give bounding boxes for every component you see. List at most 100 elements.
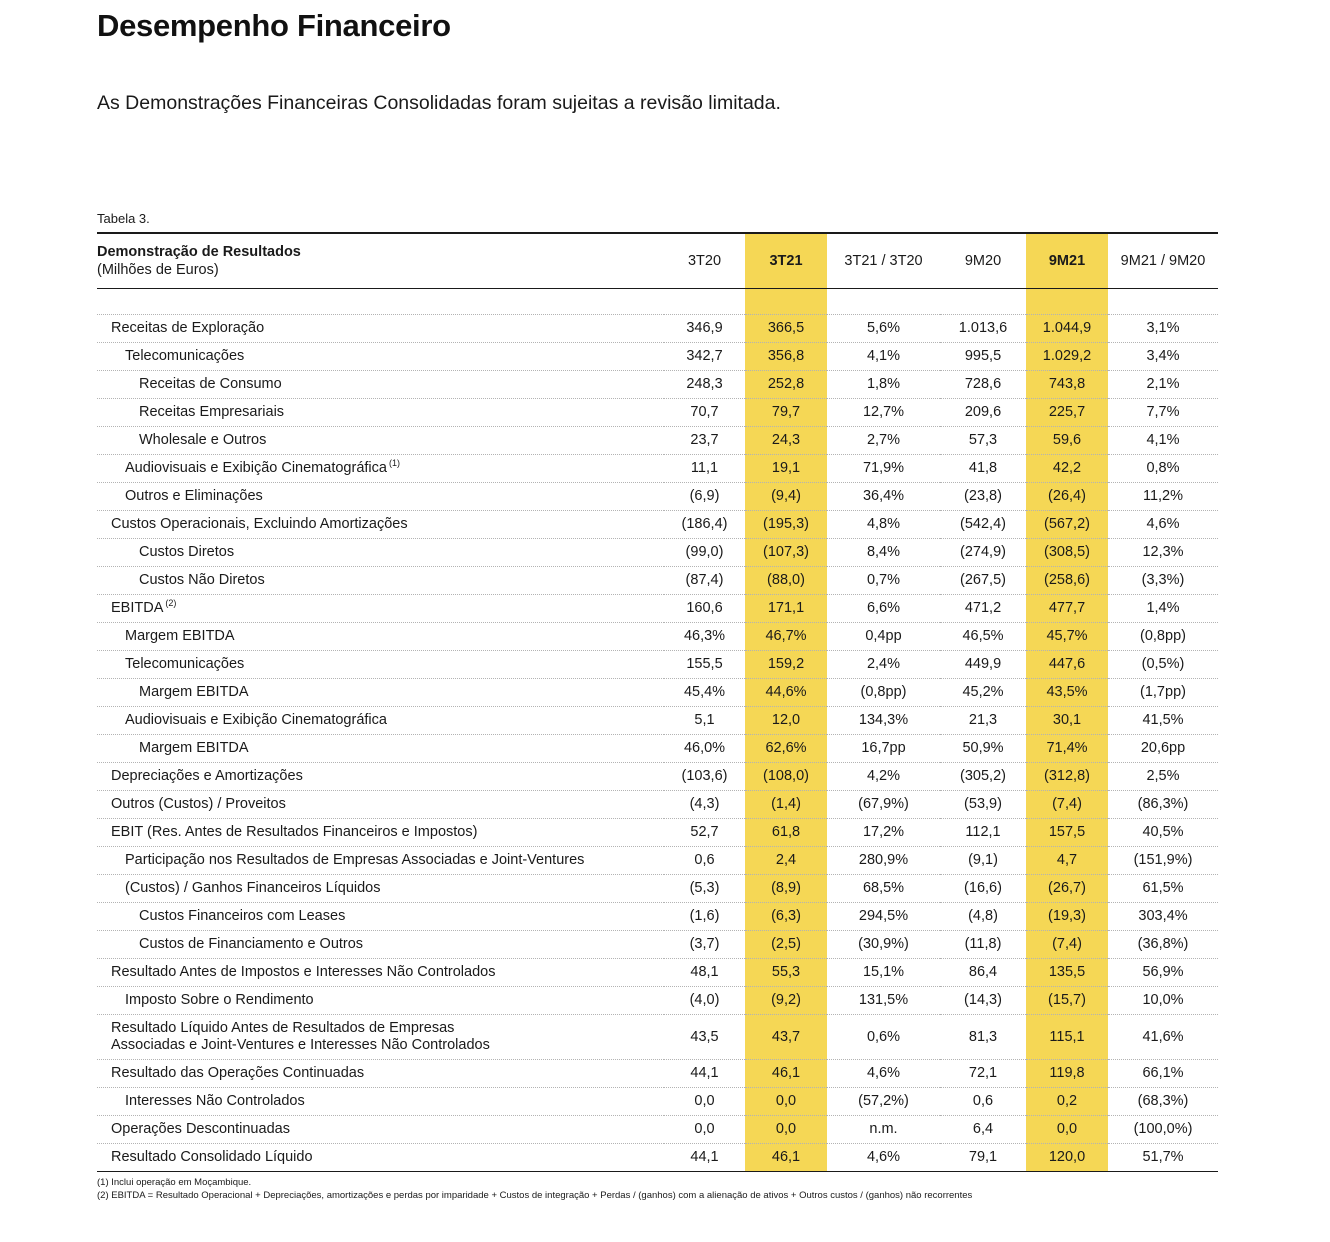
row-label: Margem EBITDA: [97, 734, 664, 763]
cell-value: 1,8%: [827, 370, 940, 399]
cell-value: 342,7: [664, 342, 745, 371]
cell-value: 6,4: [940, 1115, 1026, 1144]
cell-value: 294,5%: [827, 902, 940, 931]
cell-value: 0,7%: [827, 566, 940, 595]
row-label-text: Audiovisuais e Exibição Cinematográfica: [125, 712, 387, 728]
row-label-text: Custos Diretos: [139, 544, 235, 560]
cell-value: (0,5%): [1108, 650, 1218, 679]
cell-value: (9,2): [745, 986, 827, 1015]
cell-value: 120,0: [1026, 1143, 1108, 1172]
cell-value: (1,6): [664, 902, 745, 931]
cell-value: 8,4%: [827, 538, 940, 567]
row-label: Interesses Não Controlados: [97, 1087, 664, 1116]
cell-value: 0,0: [745, 1087, 827, 1116]
cell-value: 225,7: [1026, 398, 1108, 427]
row-label: Margem EBITDA: [97, 622, 664, 651]
row-label-text: Resultado das Operações Continuadas: [111, 1065, 365, 1081]
cell-value: 5,1: [664, 706, 745, 735]
cell-value: 4,6%: [1108, 510, 1218, 539]
cell-value: 0,6: [940, 1087, 1026, 1116]
row-label-text: Receitas Empresariais: [139, 404, 285, 420]
cell-value: 56,9%: [1108, 958, 1218, 987]
cell-value: (26,7): [1026, 874, 1108, 903]
cell-value: 59,6: [1026, 426, 1108, 455]
cell-value: 356,8: [745, 342, 827, 371]
cell-value: 1,4%: [1108, 594, 1218, 623]
cell-value: (103,6): [664, 762, 745, 791]
cell-value: 41,5%: [1108, 706, 1218, 735]
cell-value: 44,6%: [745, 678, 827, 707]
cell-value: 0,0: [745, 1115, 827, 1144]
cell-value: (88,0): [745, 566, 827, 595]
cell-value: (7,4): [1026, 790, 1108, 819]
cell-value: 15,1%: [827, 958, 940, 987]
cell-value: 248,3: [664, 370, 745, 399]
cell-value: 70,7: [664, 398, 745, 427]
cell-value: 159,2: [745, 650, 827, 679]
cell-value: 43,5%: [1026, 678, 1108, 707]
cell-value: 4,8%: [827, 510, 940, 539]
cell-value: 50,9%: [940, 734, 1026, 763]
col-header-3t21: 3T21: [745, 232, 827, 289]
cell-value: 46,3%: [664, 622, 745, 651]
row-label: Custos Operacionais, Excluindo Amortizaç…: [97, 510, 664, 539]
cell-value: 51,7%: [1108, 1143, 1218, 1172]
cell-value: 43,7: [745, 1014, 827, 1060]
cell-value: 61,8: [745, 818, 827, 847]
table-row: Receitas de Consumo 248,3 252,8 1,8% 728,6 74…: [97, 370, 1218, 399]
cell-value: 40,5%: [1108, 818, 1218, 847]
cell-value: (4,0): [664, 986, 745, 1015]
table-row: Imposto Sobre o Rendimento (4,0) (9,2) 131,…: [97, 986, 1218, 1015]
cell-value: (108,0): [745, 762, 827, 791]
table-row: Custos Financeiros com Leases (1,6) (6,3) 2…: [97, 902, 1218, 931]
table-row: Audiovisuais e Exibição Cinematográfica 5…: [97, 706, 1218, 735]
row-label-text: Outros (Custos) / Proveitos: [111, 796, 286, 812]
cell-value: 10,0%: [1108, 986, 1218, 1015]
footnote-2: (2) EBITDA = Resultado Operacional + Dep…: [97, 1190, 973, 1201]
table-row: Telecomunicações 155,5 159,2 2,4% 449,9 447,6…: [97, 650, 1218, 679]
table-row: Telecomunicações 342,7 356,8 4,1% 995,5 1.029…: [97, 342, 1218, 371]
cell-value: (3,7): [664, 930, 745, 959]
cell-value: (53,9): [940, 790, 1026, 819]
cell-value: 16,7pp: [827, 734, 940, 763]
row-label: Resultado das Operações Continuadas: [97, 1059, 664, 1088]
cell-value: (4,3): [664, 790, 745, 819]
cell-value: 2,4%: [827, 650, 940, 679]
cell-value: 81,3: [940, 1014, 1026, 1060]
cell-value: 19,1: [745, 454, 827, 483]
row-label: Telecomunicações: [97, 342, 664, 371]
table-row: EBITDA (2) 160,6 171,1 6,6% 471,2 477,7 1,4%: [97, 594, 1218, 623]
row-label-text: (Custos) / Ganhos Financeiros Líquidos: [125, 880, 381, 896]
cell-value: 48,1: [664, 958, 745, 987]
cell-value: (99,0): [664, 538, 745, 567]
cell-value: (6,9): [664, 482, 745, 511]
cell-value: (6,3): [745, 902, 827, 931]
row-label-text: Telecomunicações: [125, 348, 245, 364]
row-label: Outros e Eliminações: [97, 482, 664, 511]
cell-value: 17,2%: [827, 818, 940, 847]
cell-value: (67,9%): [827, 790, 940, 819]
cell-value: 3,1%: [1108, 314, 1218, 343]
row-label-text: Telecomunicações: [125, 656, 245, 672]
row-label-text: Custos Financeiros com Leases: [139, 908, 346, 924]
cell-value: 20,6pp: [1108, 734, 1218, 763]
row-label-text: Audiovisuais e Exibição Cinematográfica: [125, 460, 387, 476]
cell-value: 55,3: [745, 958, 827, 987]
cell-value: 346,9: [664, 314, 745, 343]
table-row: Custos Não Diretos (87,4) (88,0) 0,7% (267,5…: [97, 566, 1218, 595]
row-label: Resultado Consolidado Líquido: [97, 1143, 664, 1172]
cell-value: (15,7): [1026, 986, 1108, 1015]
row-label: Imposto Sobre o Rendimento: [97, 986, 664, 1015]
table-row: Resultado Líquido Antes de Resultados de…: [97, 1014, 1218, 1060]
col-header-3t20: 3T20: [664, 232, 745, 289]
cell-value: (542,4): [940, 510, 1026, 539]
row-label: Resultado Líquido Antes de Resultados de…: [97, 1014, 664, 1060]
cell-value: 62,6%: [745, 734, 827, 763]
cell-value: (4,8): [940, 902, 1026, 931]
cell-value: 6,6%: [827, 594, 940, 623]
cell-value: (36,8%): [1108, 930, 1218, 959]
cell-value: 134,3%: [827, 706, 940, 735]
cell-value: 46,1: [745, 1059, 827, 1088]
cell-value: 30,1: [1026, 706, 1108, 735]
